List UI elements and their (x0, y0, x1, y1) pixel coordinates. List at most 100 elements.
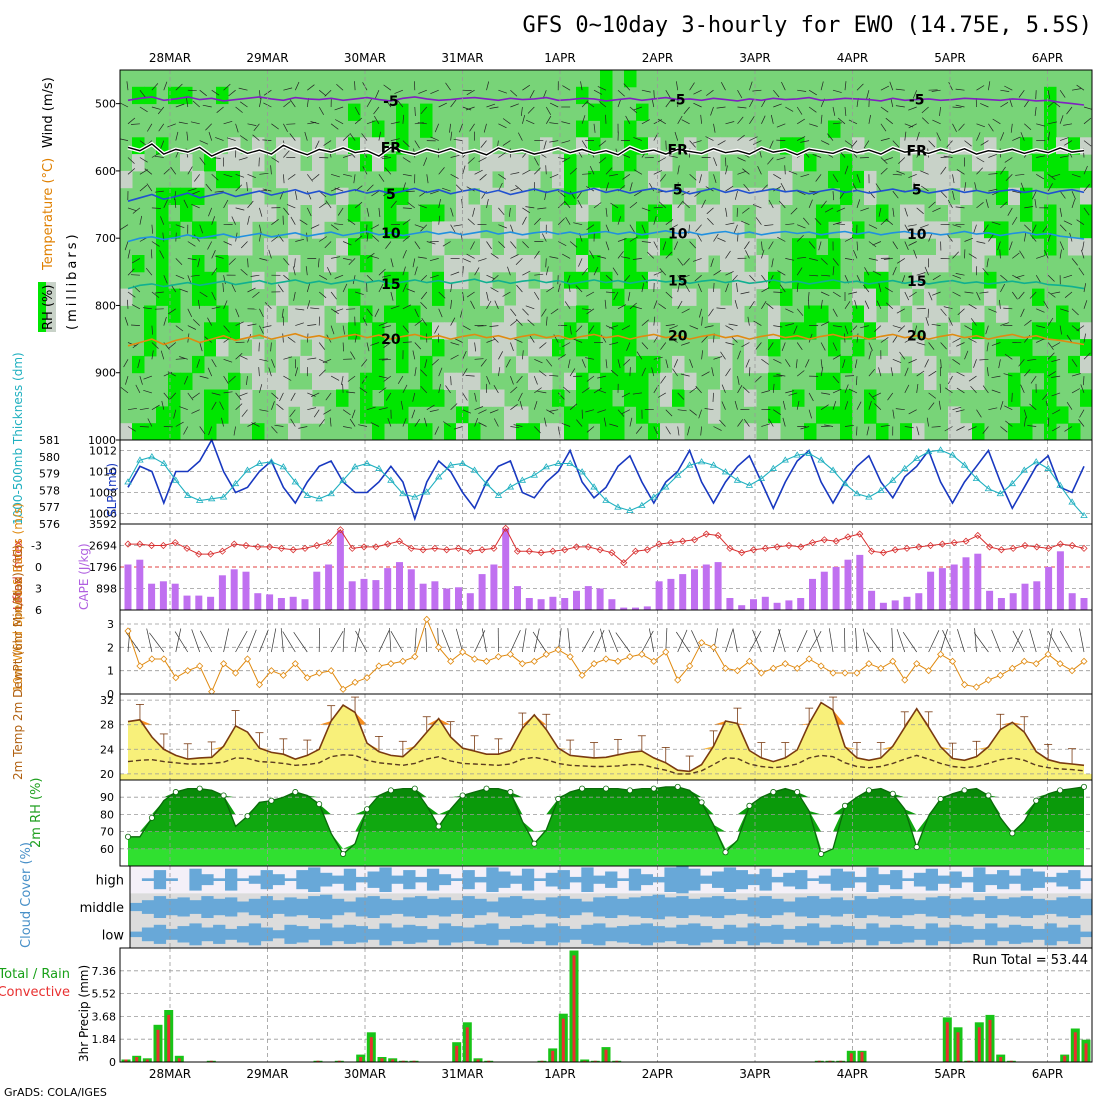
rh-cell (720, 322, 733, 340)
thickness-marker (327, 489, 335, 497)
li-marker (549, 547, 557, 555)
wind-barb (402, 249, 407, 259)
wind-barb (197, 299, 201, 309)
wind-barb (405, 190, 415, 192)
wind-barb (832, 325, 843, 328)
li-marker (431, 544, 439, 552)
cape-bar (230, 569, 238, 610)
wind-barb (1047, 342, 1054, 350)
li-marker (679, 537, 687, 545)
rh-cell (1032, 154, 1045, 172)
rh-cell (384, 305, 397, 323)
wind-barb (1047, 291, 1056, 298)
cloud-cell (130, 931, 143, 938)
wind-barb (238, 87, 248, 91)
rh-cell (576, 305, 589, 323)
cloud-cell (640, 874, 653, 886)
rh-cell (1044, 103, 1057, 121)
wind-barb (247, 200, 254, 209)
wind-barb (956, 371, 965, 377)
rh-cell (564, 288, 577, 306)
wind-barb (402, 157, 411, 163)
rh-cell (612, 355, 625, 374)
cloud-cell (225, 897, 238, 917)
rh-cell (672, 389, 685, 407)
wind-barb (322, 358, 332, 364)
wind-barb (474, 342, 477, 352)
wind-barb (880, 106, 889, 113)
wind-barb (848, 388, 858, 394)
wind-barb (991, 389, 1001, 394)
wind-barb (931, 426, 941, 428)
wind-barb (202, 104, 212, 108)
wind-barb (593, 266, 599, 276)
rh-cell (876, 271, 889, 290)
rh-cell (312, 204, 325, 222)
cloud-cell (937, 927, 950, 942)
cloud-cell (973, 928, 986, 940)
footer-credit: GrADS: COLA/IGES (4, 1086, 107, 1099)
wind-barb (486, 338, 496, 343)
cape-bar (608, 599, 616, 610)
wind-barb (223, 375, 229, 384)
cape-bar (549, 596, 557, 610)
rh2m-markers (125, 783, 1088, 857)
thickness-marker (984, 484, 993, 492)
wind-barb (569, 325, 572, 335)
wind-barb (549, 173, 559, 179)
cape-bar (525, 598, 533, 610)
wind-barb (779, 284, 786, 293)
rh-cell (456, 389, 469, 407)
wind-barb (832, 258, 839, 266)
wind-barb (651, 367, 655, 377)
rh-cell (276, 339, 289, 357)
wind-barb (717, 140, 726, 146)
wind-barb (441, 187, 451, 192)
wind-barb (991, 221, 1001, 226)
rh2m-marker (579, 785, 586, 792)
temp2m-band (128, 702, 1084, 774)
rh-cell (768, 372, 781, 390)
wind-barb (784, 165, 786, 175)
axis-tick-label: 800 (95, 299, 116, 312)
rh-cell (852, 305, 865, 323)
wind-barb (976, 157, 985, 163)
wind-barb (854, 300, 858, 309)
wind-barb (884, 157, 893, 161)
precip-convective-bar (209, 1060, 213, 1062)
rh-cell (348, 288, 361, 306)
rh2m-marker (363, 806, 370, 813)
li-marker (584, 543, 592, 551)
cloud-cell (557, 896, 570, 918)
li-marker (962, 537, 970, 545)
li-marker (537, 549, 545, 557)
wind-barb (1015, 173, 1025, 176)
wind-barb (387, 417, 392, 427)
wind-barb (880, 123, 887, 132)
cloud-cell (1080, 931, 1093, 938)
rh-cell (480, 255, 493, 273)
wind-barb (773, 325, 783, 328)
wind-barb (549, 102, 559, 108)
wind-barb (721, 384, 726, 394)
precip-convective-bar (572, 955, 576, 1062)
wind-barb (455, 184, 463, 192)
wind10m-barb (957, 628, 965, 653)
wind-barb (402, 207, 412, 209)
li-marker (502, 524, 510, 532)
wind-barb (372, 235, 380, 242)
wind-barb (665, 90, 671, 99)
rh-cell (276, 355, 289, 374)
li-marker (938, 540, 946, 548)
cloud-cell (438, 923, 452, 946)
wind-barb (820, 291, 830, 297)
cape-bar (195, 595, 203, 610)
bottom-date-label: 30MAR (344, 1067, 386, 1081)
wind-barb (809, 274, 819, 277)
wind-barb (725, 368, 731, 377)
wind-barb (998, 359, 1001, 369)
wind-barb (874, 325, 882, 333)
rh-cell (348, 204, 361, 222)
thickness-marker (172, 476, 180, 483)
isotherm-label: 5 (673, 183, 683, 199)
